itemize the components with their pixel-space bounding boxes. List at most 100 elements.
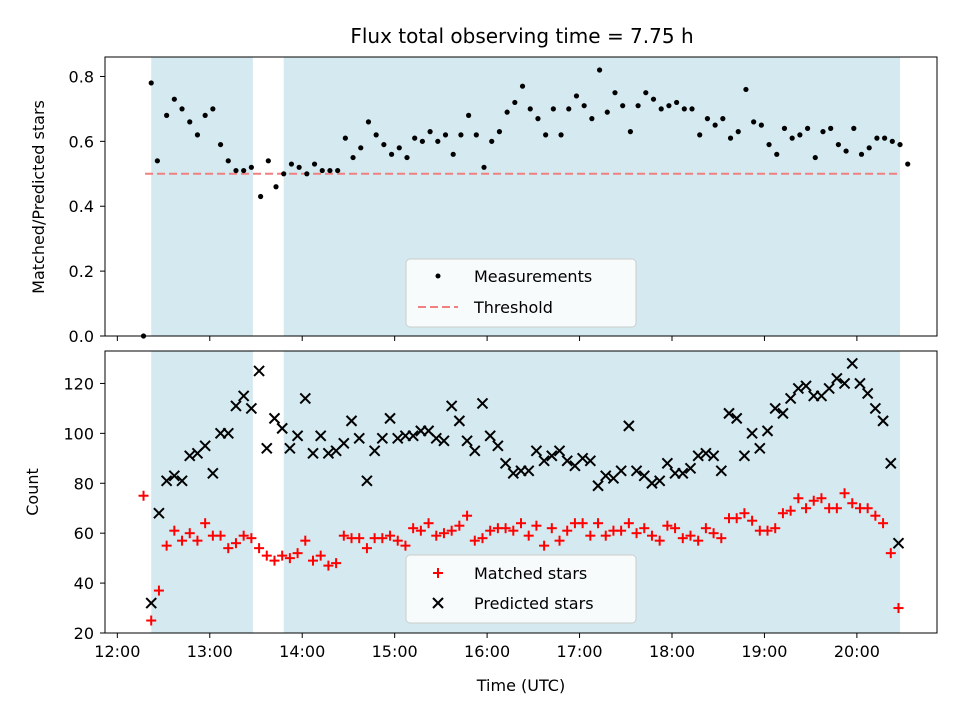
bottom-x-axis-ticks: 12:00 13:00 14:00 15:00 16:00 17:00 18:00 19:00… <box>94 633 880 661</box>
predicted-star-marker <box>792 382 805 395</box>
measurement-point <box>311 161 318 167</box>
predicted-star-marker <box>268 412 281 425</box>
matched-star-marker <box>200 518 211 529</box>
legend-matched-marker <box>433 568 443 578</box>
measurement-point <box>350 154 356 161</box>
matched-star-marker <box>831 503 842 514</box>
predicted-star-marker <box>677 467 689 479</box>
predicted-star-marker <box>284 442 296 455</box>
measurement-point <box>241 167 247 174</box>
predicted-star-marker <box>368 445 381 457</box>
measurement-point <box>233 167 239 174</box>
measurement-point <box>489 138 495 144</box>
matched-star-marker <box>739 508 750 519</box>
measurement-point <box>835 141 841 148</box>
measurement-point <box>843 148 849 154</box>
predicted-star-marker <box>738 450 751 462</box>
matched-star-marker <box>315 550 326 561</box>
predicted-star-marker <box>476 397 489 410</box>
top-legend-box <box>405 258 637 328</box>
predicted-star-marker <box>461 435 473 447</box>
predicted-star-marker <box>276 422 288 435</box>
matched-star-marker <box>361 543 372 554</box>
y-tick-label: 60 <box>74 524 94 543</box>
measurement-point <box>635 103 641 109</box>
matched-star-marker <box>539 540 550 551</box>
x-tick-label: 13:00 <box>187 642 233 661</box>
measurement-point <box>589 116 595 122</box>
measurement-point <box>187 119 193 125</box>
predicted-star-marker <box>615 465 627 477</box>
measurement-point <box>681 106 687 112</box>
matched-star-marker <box>292 548 303 559</box>
matched-star-marker <box>885 548 896 559</box>
matched-star-marker <box>184 528 195 539</box>
measurement-point <box>288 161 295 167</box>
measurement-point <box>148 80 154 86</box>
matched-star-marker <box>793 493 804 504</box>
matched-star-marker <box>531 520 542 531</box>
measurement-point <box>766 141 772 148</box>
predicted-star-marker <box>253 365 265 377</box>
measurement-point <box>620 103 626 109</box>
measurement-point <box>281 171 287 177</box>
measurement-point <box>812 154 818 161</box>
matched-star-marker <box>516 518 526 529</box>
matched-star-marker <box>747 515 758 526</box>
top-axes-frame <box>104 56 938 337</box>
predicted-star-marker <box>846 357 858 370</box>
predicted-star-marker <box>576 452 589 465</box>
measurement-point <box>504 109 510 115</box>
matched-star-marker <box>300 535 311 546</box>
matched-star-marker <box>762 525 773 536</box>
matched-star-marker <box>153 585 164 596</box>
predicted-star-marker <box>160 475 173 487</box>
measurement-point <box>774 151 780 157</box>
observing-window-band <box>151 351 253 633</box>
matched-star-marker <box>331 558 342 569</box>
matched-star-marker <box>462 510 473 521</box>
measurement-point <box>466 112 472 118</box>
matched-star-marker <box>223 543 234 554</box>
x-tick-label: 19:00 <box>741 642 787 661</box>
measurement-point <box>171 96 177 102</box>
legend-predicted-label: Predicted stars <box>474 594 594 613</box>
predicted-star-marker <box>769 402 781 415</box>
measurement-point <box>596 67 603 73</box>
matched-star-marker <box>277 550 288 561</box>
predicted-star-marker <box>869 402 882 415</box>
y-tick-label: 20 <box>74 624 94 643</box>
matched-star-marker <box>261 550 272 561</box>
predicted-star-marker <box>153 507 165 519</box>
predicted-star-marker <box>546 450 558 462</box>
predicted-star-marker <box>892 537 905 549</box>
measurement-point <box>666 103 672 109</box>
matched-star-marker <box>777 508 788 519</box>
predicted-star-marker <box>345 415 358 427</box>
measurement-point <box>342 135 348 141</box>
predicted-star-marker <box>800 380 812 392</box>
measurement-point <box>419 138 425 144</box>
matched-star-marker <box>577 518 588 529</box>
matched-star-marker <box>423 518 434 529</box>
measurement-point <box>866 145 872 151</box>
matched-star-marker <box>469 535 480 546</box>
measurement-point <box>164 112 170 118</box>
measurement-point <box>473 132 479 138</box>
matched-star-marker <box>847 498 858 509</box>
measurement-point <box>643 90 649 96</box>
measurement-point <box>427 129 433 135</box>
y-tick-label: 0.4 <box>69 197 94 216</box>
matched-star-marker <box>177 535 188 546</box>
predicted-star-marker <box>307 447 319 460</box>
measurement-point <box>373 132 379 138</box>
legend-matched-label: Matched stars <box>474 564 587 583</box>
predicted-star-marker <box>184 450 196 462</box>
matched-star-marker <box>246 533 257 544</box>
matched-star-marker <box>546 523 557 534</box>
matched-star-marker <box>893 603 904 614</box>
matched-star-marker <box>670 523 681 534</box>
predicted-star-marker <box>653 475 666 487</box>
matched-stars-points <box>138 488 904 626</box>
